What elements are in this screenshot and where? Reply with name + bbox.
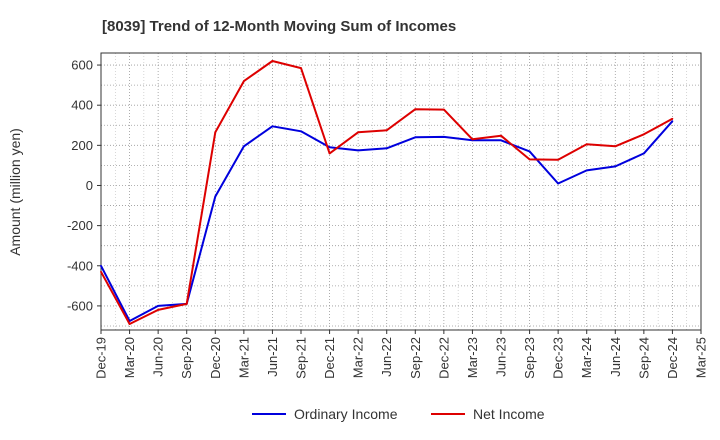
plot-area bbox=[100, 52, 702, 331]
y-tick-label: -400 bbox=[67, 258, 93, 273]
data-point bbox=[671, 117, 674, 120]
x-tick-label: Dec-19 bbox=[94, 337, 109, 379]
data-point bbox=[557, 158, 559, 161]
data-point bbox=[500, 139, 502, 142]
data-point bbox=[243, 145, 245, 148]
data-point bbox=[100, 270, 102, 273]
x-tick-label: Mar-22 bbox=[351, 337, 366, 378]
data-point bbox=[585, 143, 588, 146]
data-point bbox=[471, 138, 474, 141]
x-tick-label: Dec-23 bbox=[551, 337, 566, 379]
y-tick-label: -600 bbox=[67, 298, 93, 313]
data-point bbox=[528, 158, 531, 161]
legend: Ordinary Income Net Income bbox=[252, 406, 545, 422]
data-point bbox=[643, 152, 645, 155]
y-axis: 600 400 200 0 -200 -400 -600 bbox=[67, 58, 101, 313]
data-point bbox=[357, 131, 359, 134]
x-tick-label: Jun-20 bbox=[151, 337, 166, 377]
data-point bbox=[385, 129, 388, 132]
y-axis-label: Amount (million yen) bbox=[7, 128, 23, 256]
data-point bbox=[271, 125, 274, 128]
y-tick-label: 600 bbox=[71, 58, 93, 73]
data-point bbox=[157, 309, 160, 311]
x-tick-label: Dec-22 bbox=[436, 337, 451, 379]
x-tick-label: Sep-23 bbox=[522, 337, 537, 379]
data-point bbox=[185, 303, 188, 305]
x-tick-label: Mar-20 bbox=[122, 337, 137, 378]
x-axis: Dec-19 Mar-20 Jun-20 Sep-20 Dec-20 Mar-21 Jun-… bbox=[94, 330, 709, 379]
y-tick-label: 400 bbox=[71, 98, 93, 113]
y-tick-label: 200 bbox=[71, 138, 93, 153]
data-point bbox=[357, 149, 359, 152]
x-tick-label: Mar-21 bbox=[236, 337, 251, 378]
data-point bbox=[614, 145, 617, 148]
data-point bbox=[585, 169, 588, 172]
series-lines bbox=[100, 60, 674, 325]
x-tick-label: Dec-20 bbox=[208, 337, 223, 379]
x-tick-label: Jun-21 bbox=[265, 337, 280, 377]
data-point bbox=[157, 305, 160, 307]
data-point bbox=[414, 136, 417, 139]
chart-title: [8039] Trend of 12-Month Moving Sum of I… bbox=[102, 18, 456, 35]
legend-label: Net Income bbox=[473, 406, 545, 422]
x-tick-label: Sep-21 bbox=[294, 337, 309, 379]
x-tick-label: Sep-24 bbox=[636, 337, 651, 379]
data-point bbox=[557, 182, 559, 185]
legend-label: Ordinary Income bbox=[294, 406, 398, 422]
y-tick-label: 0 bbox=[86, 178, 93, 193]
data-point bbox=[214, 195, 217, 198]
x-tick-label: Mar-25 bbox=[694, 337, 709, 378]
x-tick-label: Mar-23 bbox=[465, 337, 480, 378]
x-tick-label: Mar-24 bbox=[579, 337, 594, 378]
data-point bbox=[385, 147, 388, 150]
data-point bbox=[500, 134, 502, 137]
data-point bbox=[671, 120, 674, 123]
x-tick-label: Dec-21 bbox=[322, 337, 337, 379]
data-point bbox=[243, 80, 245, 82]
data-point bbox=[443, 136, 445, 138]
x-tick-label: Sep-20 bbox=[179, 337, 194, 379]
x-tick-label: Jun-23 bbox=[494, 337, 509, 377]
data-point bbox=[300, 130, 302, 133]
data-point bbox=[614, 165, 617, 168]
data-point bbox=[328, 146, 331, 149]
x-tick-label: Jun-22 bbox=[379, 337, 394, 377]
data-point bbox=[271, 60, 274, 62]
data-point bbox=[300, 67, 302, 69]
data-point bbox=[328, 152, 331, 155]
x-tick-label: Jun-24 bbox=[608, 337, 623, 377]
data-point bbox=[128, 323, 131, 325]
data-point bbox=[100, 264, 102, 267]
data-point bbox=[643, 133, 645, 136]
x-tick-label: Dec-24 bbox=[665, 337, 680, 379]
grid-lines bbox=[100, 53, 702, 330]
data-point bbox=[443, 108, 445, 111]
y-tick-label: -200 bbox=[67, 218, 93, 233]
data-point bbox=[214, 131, 217, 134]
data-point bbox=[528, 150, 531, 153]
x-tick-label: Sep-22 bbox=[408, 337, 423, 379]
data-point bbox=[414, 108, 417, 111]
